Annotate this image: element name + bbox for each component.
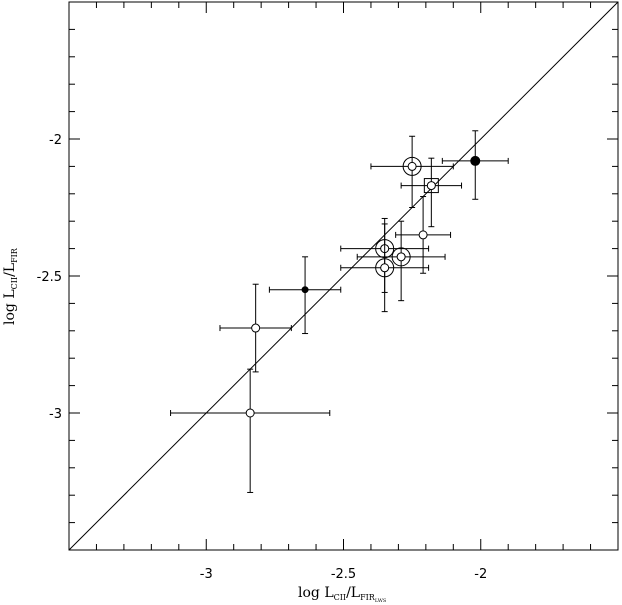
data-point [219,283,292,373]
open-circle-marker [407,161,417,171]
data-point [400,157,463,228]
one-to-one-line [68,1,619,551]
data-point [268,256,342,335]
filled-circle-marker [470,155,481,166]
y-tick-label: -3 [49,407,62,422]
data-point [356,220,446,302]
data-point [370,135,454,208]
x-tick-label: -2 [474,567,487,582]
data-point [395,196,452,274]
y-tick-label: -2 [49,133,62,148]
data-points [170,130,509,493]
y-tick-label: -2.5 [37,270,62,285]
open-circle-marker [426,181,436,191]
tick-labels: -3 -2.5 -2 -3 -2.5 -2 [37,133,488,582]
outer-circle-marker [402,156,422,176]
x-tick-label: -2.5 [331,567,356,582]
open-circle-marker [396,252,406,262]
open-circle-marker [418,230,428,240]
filled-small-marker [301,286,309,294]
y-axis-title: log LCII/LFIR [2,247,19,325]
open-circle-marker [245,408,255,418]
data-point [170,368,331,493]
open-circle-marker [380,263,390,273]
one-to-one-diagonal [68,1,619,551]
square-marker [423,178,439,194]
outer-circle-marker [375,258,395,278]
data-point [340,223,430,313]
axis-ticks [68,1,619,551]
outer-circle-marker [391,247,411,267]
open-circle-marker [251,323,261,333]
data-point [441,130,509,200]
x-axis-title: log LCII/LFIRLWS [298,585,387,604]
x-tick-label: -3 [200,567,213,582]
